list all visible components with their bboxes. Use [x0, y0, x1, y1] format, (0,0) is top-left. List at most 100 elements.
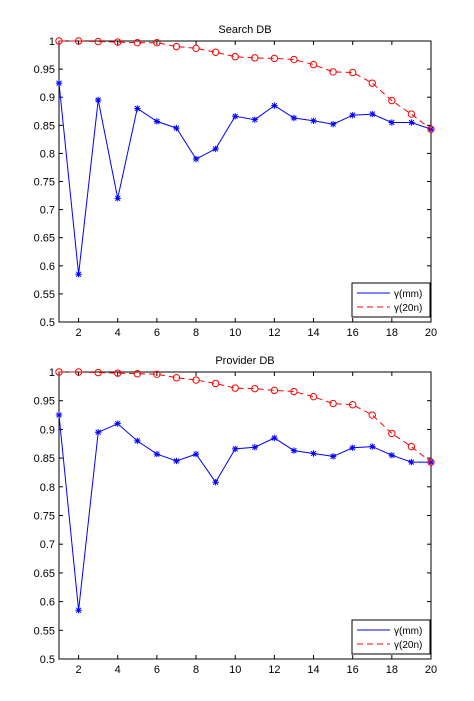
data-point — [192, 44, 200, 53]
data-point — [133, 38, 142, 47]
y-tick-label: 0.65 — [34, 568, 55, 580]
data-point — [251, 443, 258, 451]
data-point — [290, 114, 298, 122]
data-point — [94, 96, 102, 104]
data-point — [172, 42, 181, 51]
y-tick-label: 0.5 — [40, 317, 55, 329]
x-tick-label: 18 — [386, 664, 398, 676]
y-tick-label: 0.85 — [34, 453, 55, 465]
x-tick-label: 4 — [115, 664, 121, 676]
data-point — [251, 384, 259, 393]
data-point — [270, 386, 279, 395]
y-tick-label: 0.7 — [40, 539, 55, 551]
chart-panel: Search DB 2 4 6 8 10 12 14 16 18 20 0.5 0.55 0.6 0.65 0… — [34, 24, 438, 339]
data-point — [75, 271, 82, 278]
y-tick-label: 1 — [49, 367, 55, 379]
x-tick-label: 2 — [76, 327, 82, 339]
legend-label: γ(mm) — [394, 626, 422, 637]
data-point — [348, 401, 357, 409]
y-tick-label: 0.8 — [40, 482, 55, 494]
legend-label: γ(20n) — [394, 303, 422, 314]
data-point — [329, 453, 337, 460]
x-tick-label: 20 — [425, 327, 437, 339]
chart-title: Search DB — [218, 24, 271, 36]
x-tick-label: 12 — [268, 664, 280, 676]
data-point — [408, 119, 415, 126]
chart-title: Provider DB — [215, 355, 274, 367]
data-point — [290, 447, 298, 454]
x-tick-label: 6 — [154, 327, 160, 339]
data-point — [251, 116, 258, 123]
y-tick-label: 0.9 — [40, 92, 55, 104]
data-point — [192, 155, 200, 163]
data-point — [55, 37, 63, 45]
y-tick-label: 0.95 — [34, 396, 55, 408]
data-point — [231, 53, 239, 61]
y-tick-label: 0.65 — [34, 233, 55, 245]
series-line — [58, 414, 431, 611]
data-point — [329, 68, 337, 76]
legend-label: γ(20n) — [394, 640, 422, 651]
data-point — [173, 124, 180, 132]
y-tick-label: 0.9 — [40, 424, 55, 436]
data-point — [75, 607, 82, 614]
data-point — [369, 443, 376, 450]
legend: γ(mm) γ(20n) — [351, 619, 431, 655]
data-point — [55, 368, 63, 376]
data-point — [212, 479, 219, 486]
data-point — [232, 113, 239, 120]
data-point — [153, 38, 161, 47]
data-point — [192, 450, 200, 458]
data-point — [94, 368, 102, 377]
data-point — [290, 55, 298, 64]
data-point — [388, 96, 396, 105]
x-tick-label: 8 — [193, 327, 199, 339]
data-point — [94, 429, 102, 436]
data-point — [55, 79, 63, 87]
y-tick-label: 0.8 — [40, 148, 55, 160]
data-point — [349, 444, 356, 451]
data-point — [114, 420, 121, 427]
data-point — [134, 105, 141, 112]
data-point — [408, 458, 415, 466]
y-tick-label: 0.5 — [40, 654, 55, 666]
x-tick-label: 12 — [268, 327, 280, 339]
data-point — [349, 111, 356, 119]
data-point — [192, 376, 200, 384]
data-point — [348, 68, 357, 77]
data-point — [114, 195, 121, 202]
data-point — [368, 411, 376, 419]
data-point — [211, 379, 220, 388]
x-tick-label: 2 — [76, 664, 82, 676]
data-point — [329, 120, 337, 128]
y-tick-label: 0.6 — [40, 597, 55, 609]
data-point — [74, 368, 83, 376]
legend: γ(mm) γ(20n) — [351, 282, 431, 318]
data-point — [290, 387, 298, 396]
y-tick-label: 0.95 — [34, 64, 55, 76]
data-point — [309, 60, 318, 69]
data-point — [329, 399, 337, 408]
data-point — [173, 457, 180, 465]
data-point — [232, 445, 239, 453]
data-point — [368, 79, 376, 87]
y-tick-label: 0.75 — [34, 177, 55, 189]
legend-label: γ(mm) — [394, 289, 422, 300]
y-tick-label: 0.75 — [34, 511, 55, 523]
data-point — [388, 119, 396, 126]
y-tick-label: 0.6 — [40, 261, 55, 273]
data-point — [310, 450, 317, 457]
data-point — [211, 48, 220, 56]
data-point — [172, 374, 181, 382]
y-tick-label: 0.55 — [34, 289, 55, 301]
data-point — [427, 126, 435, 133]
x-tick-label: 16 — [347, 327, 359, 339]
y-tick-label: 0.7 — [40, 205, 55, 217]
x-tick-label: 16 — [347, 664, 359, 676]
x-tick-label: 10 — [229, 664, 241, 676]
series-line — [58, 83, 432, 275]
data-point — [310, 117, 317, 125]
data-point — [133, 370, 142, 378]
x-tick-label: 18 — [386, 327, 398, 339]
